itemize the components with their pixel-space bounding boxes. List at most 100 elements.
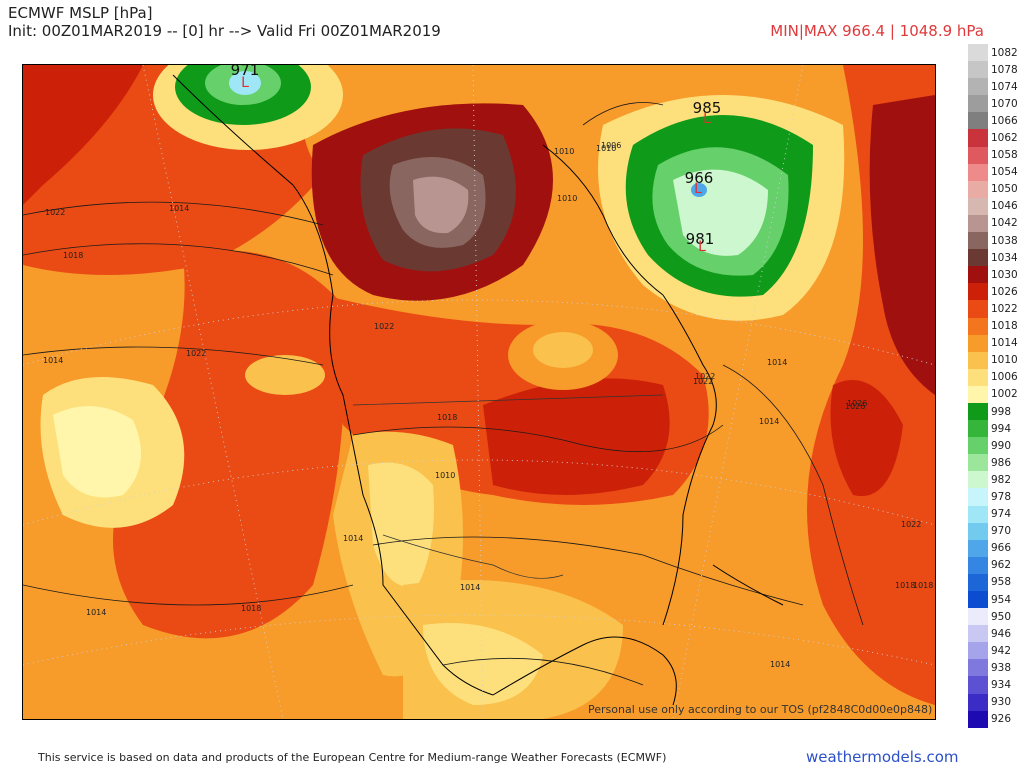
colorbar-entry: 1014 — [968, 334, 1020, 352]
init-valid-time: Init: 00Z01MAR2019 -- [0] hr --> Valid F… — [8, 22, 441, 40]
colorbar-entry: 950 — [968, 608, 1020, 626]
colorbar-label: 1022 — [991, 302, 1018, 315]
colorbar-label: 1078 — [991, 63, 1018, 76]
isobar-value-label: 1022 — [901, 520, 921, 529]
aleutian-low-core — [229, 71, 261, 95]
isobar-value-label: 1018 — [895, 581, 915, 590]
colorbar-entry: 990 — [968, 437, 1020, 455]
colorbar-swatch — [968, 334, 988, 352]
canadian-high-core — [413, 176, 469, 234]
colorbar-swatch — [968, 180, 988, 198]
colorbar-label: 946 — [991, 627, 1012, 640]
colorbar-entry: 994 — [968, 420, 1020, 438]
colorbar-swatch — [968, 505, 988, 523]
pacific-high-core — [23, 65, 143, 205]
colorbar-label: 1034 — [991, 251, 1018, 264]
colorbar-label: 1002 — [991, 388, 1018, 401]
isobar-value-label: 1014 — [343, 534, 363, 543]
colorbar-swatch — [968, 44, 988, 62]
isobar-value-label: 1010 — [557, 194, 577, 203]
colorbar-entry: 938 — [968, 659, 1020, 677]
colorbar-label: 990 — [991, 439, 1012, 452]
isobar-value-label: 1018 — [913, 581, 933, 590]
isobar-value-label: 1018 — [63, 251, 83, 260]
isobar-value-label: 1014 — [759, 417, 779, 426]
colorbar-swatch — [968, 129, 988, 147]
colorbar-entry: 1066 — [968, 112, 1020, 130]
colorbar-entry: 1022 — [968, 300, 1020, 318]
colorbar-label: 1054 — [991, 166, 1018, 179]
colorbar-swatch — [968, 317, 988, 335]
isobar-value-label: 1010 — [596, 144, 616, 153]
colorbar-label: 1074 — [991, 80, 1018, 93]
colorbar-label: 938 — [991, 661, 1012, 674]
pressure-center-value: 985 — [693, 99, 722, 117]
colorbar-entry: 978 — [968, 488, 1020, 506]
atlantic-high-secondary — [830, 380, 903, 497]
colorbar-entry: 982 — [968, 471, 1020, 489]
colorbar-swatch — [968, 283, 988, 301]
colorbar-label: 1046 — [991, 200, 1018, 213]
colorbar-swatch — [968, 676, 988, 694]
colorbar-swatch — [968, 539, 988, 557]
colorbar-entry: 962 — [968, 556, 1020, 574]
political-borders — [352, 394, 664, 579]
atlantic-low-core — [691, 183, 707, 197]
mexico-low — [423, 623, 543, 705]
colorbar-label: 970 — [991, 525, 1012, 538]
isobar-value-label: 1014 — [86, 608, 106, 617]
isobar-value-label: 1022 — [374, 322, 394, 331]
isobar-value-label: 1006 — [601, 141, 621, 150]
low-center-marker: L — [241, 75, 249, 91]
graticule — [23, 65, 935, 719]
colorbar-swatch — [968, 642, 988, 660]
colorbar-entry: 1026 — [968, 283, 1020, 301]
isobar-value-label: 1014 — [169, 204, 189, 213]
colorbar-legend: 1082 1078 1074 1070 1066 1062 1058 1054 1050 1046… — [968, 44, 1020, 728]
colorbar-label: 1042 — [991, 217, 1018, 230]
colorbar-entry: 986 — [968, 454, 1020, 472]
colorbar-entry: 926 — [968, 710, 1020, 728]
colorbar-entry: 998 — [968, 402, 1020, 421]
colorbar-entry: 1002 — [968, 385, 1020, 403]
attribution-footer: This service is based on data and produc… — [38, 751, 667, 764]
colorbar-swatch — [968, 659, 988, 677]
isobar-value-label: 1022 — [45, 208, 65, 217]
colorbar-label: 1082 — [991, 46, 1018, 59]
colorbar-swatch — [968, 573, 988, 591]
colorbar-label: 1050 — [991, 183, 1018, 196]
isobar-value-label: 1014 — [43, 356, 63, 365]
colorbar-label: 1038 — [991, 234, 1018, 247]
colorbar-entry: 1082 — [968, 44, 1020, 62]
pacific-lowpatch — [245, 355, 325, 395]
pressure-center-value: 966 — [685, 169, 714, 187]
colorbar-swatch — [968, 214, 988, 233]
colorbar-label: 1018 — [991, 320, 1018, 333]
isobar-value-label: 1010 — [435, 471, 455, 480]
isobar-value-label: 1026 — [845, 402, 865, 411]
brand-link[interactable]: weathermodels.com — [806, 748, 959, 766]
pressure-map: 971 L 985 L 966 L 981 L 1022 1014 1018 1014 1022 102… — [22, 64, 936, 720]
colorbar-entry: 1074 — [968, 78, 1020, 96]
colorbar-entry: 1058 — [968, 146, 1020, 164]
colorbar-entry: 946 — [968, 625, 1020, 643]
colorbar-swatch — [968, 402, 988, 421]
colorbar-entry: 1038 — [968, 232, 1020, 250]
colorbar-swatch — [968, 78, 988, 96]
isobar-value-label: 1018 — [241, 604, 261, 613]
colorbar-label: 950 — [991, 610, 1012, 623]
colorbar-label: 1006 — [991, 371, 1018, 384]
colorbar-swatch — [968, 488, 988, 506]
colorbar-swatch — [968, 300, 988, 318]
colorbar-label: 1070 — [991, 97, 1018, 110]
colorbar-swatch — [968, 591, 988, 609]
atlantic-high-core — [869, 95, 935, 395]
colorbar-entry: 974 — [968, 505, 1020, 523]
colorbar-label: 962 — [991, 559, 1012, 572]
colorbar-swatch — [968, 232, 988, 250]
colorbar-swatch — [968, 625, 988, 643]
colorbar-label: 978 — [991, 490, 1012, 503]
coastlines — [172, 74, 784, 706]
colorbar-swatch — [968, 454, 988, 472]
